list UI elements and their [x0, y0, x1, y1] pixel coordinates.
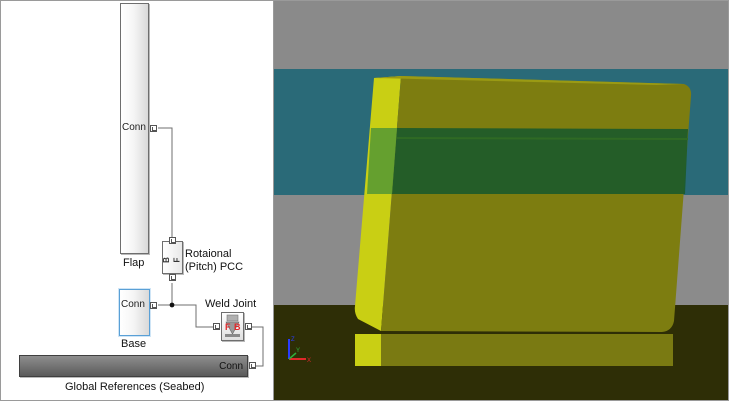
joint-bottom-port[interactable]: [169, 274, 176, 281]
base-block[interactable]: Conn: [119, 289, 150, 336]
global-references-block[interactable]: Conn: [19, 355, 248, 377]
flap-side-submerged-band: [367, 128, 397, 194]
axis-triad-icon: Z X Y: [288, 337, 311, 364]
weld-right-port[interactable]: [245, 323, 252, 330]
global-block-name: Global References (Seabed): [65, 381, 205, 393]
connection-lines: [158, 127, 264, 367]
base-conn-port[interactable]: [150, 302, 157, 309]
triad-x-label: X: [307, 358, 311, 364]
flap-block-name: Flap: [123, 257, 145, 269]
wire-flap-to-joint[interactable]: [158, 127, 173, 241]
base-conn-label: Conn: [121, 299, 145, 310]
global-conn-port[interactable]: [249, 362, 256, 369]
wire-junction-dot: [169, 302, 175, 308]
flap-block[interactable]: Conn: [120, 3, 149, 254]
joint-port-b-label: B: [161, 257, 171, 263]
base-block-name: Base: [121, 338, 147, 350]
block-diagram-canvas[interactable]: Conn Flap B F Rotaional (Pitch) PCC Conn…: [1, 1, 273, 400]
revolute-joint-block[interactable]: B F: [162, 241, 183, 274]
flap-submerged-band: [392, 128, 688, 194]
revolute-joint-name-line1: Rotaional: [185, 248, 232, 260]
waterline-edge: [396, 137, 689, 140]
weld-joint-icon: [225, 314, 240, 337]
mechanics-3d-viewer[interactable]: Z X Y: [274, 1, 728, 400]
base-side-face: [355, 334, 381, 366]
pane-divider[interactable]: [273, 1, 274, 400]
flap-front-face: [381, 76, 692, 332]
base-body: [355, 334, 673, 366]
triad-z-label: Z: [291, 337, 295, 343]
triad-y-label: Y: [296, 348, 300, 354]
flap-conn-port[interactable]: [150, 125, 157, 132]
viewer-scene: Z X Y: [274, 1, 728, 400]
weld-port-b-label: B: [234, 322, 241, 332]
weld-joint-name: Weld Joint: [205, 298, 257, 310]
joint-top-port[interactable]: [169, 237, 176, 244]
global-conn-label: Conn: [219, 361, 243, 372]
weld-joint-block[interactable]: F B: [221, 312, 244, 341]
wire-base-to-weld[interactable]: [158, 304, 215, 328]
flap-conn-label: Conn: [122, 122, 146, 133]
weld-port-f-label: F: [225, 322, 231, 332]
revolute-joint-name-line2: (Pitch) PCC: [185, 261, 244, 273]
wire-weld-to-global[interactable]: [252, 326, 264, 367]
flap-top-face: [374, 76, 684, 85]
weld-left-port[interactable]: [213, 323, 220, 330]
joint-port-f-label: F: [172, 257, 182, 263]
